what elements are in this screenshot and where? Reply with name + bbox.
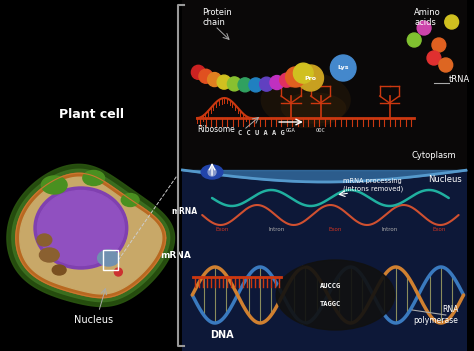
Ellipse shape bbox=[114, 268, 122, 276]
Ellipse shape bbox=[34, 187, 128, 269]
Ellipse shape bbox=[201, 165, 223, 179]
Text: Nucleus: Nucleus bbox=[428, 175, 462, 184]
Circle shape bbox=[407, 33, 421, 47]
Circle shape bbox=[217, 75, 231, 89]
Ellipse shape bbox=[37, 234, 52, 246]
Circle shape bbox=[238, 78, 252, 92]
Text: OOC: OOC bbox=[316, 128, 326, 133]
Ellipse shape bbox=[98, 250, 119, 266]
Ellipse shape bbox=[39, 248, 59, 262]
Circle shape bbox=[293, 63, 313, 83]
Circle shape bbox=[330, 55, 356, 81]
Text: TAGGC: TAGGC bbox=[320, 301, 341, 307]
Circle shape bbox=[432, 38, 446, 52]
Circle shape bbox=[280, 73, 293, 87]
Circle shape bbox=[208, 168, 216, 176]
Text: GGA: GGA bbox=[286, 128, 296, 133]
Bar bbox=[102, 250, 118, 270]
Polygon shape bbox=[20, 177, 162, 294]
Ellipse shape bbox=[83, 171, 105, 185]
Text: Pro: Pro bbox=[305, 75, 317, 80]
Circle shape bbox=[439, 58, 453, 72]
Text: Ribosome: Ribosome bbox=[197, 126, 235, 134]
Circle shape bbox=[228, 77, 241, 91]
Ellipse shape bbox=[37, 191, 124, 265]
Text: Plant cell: Plant cell bbox=[59, 108, 124, 121]
Circle shape bbox=[191, 65, 205, 79]
Text: mRNA: mRNA bbox=[171, 206, 197, 216]
Ellipse shape bbox=[41, 176, 67, 194]
Circle shape bbox=[298, 65, 323, 91]
Text: Intron: Intron bbox=[268, 227, 284, 232]
Text: Exon: Exon bbox=[328, 227, 342, 232]
Polygon shape bbox=[16, 173, 166, 298]
Text: mRNA processing
(introns removed): mRNA processing (introns removed) bbox=[343, 178, 403, 192]
Ellipse shape bbox=[276, 260, 394, 330]
Text: Cytoplasm: Cytoplasm bbox=[411, 151, 456, 159]
Text: Exon: Exon bbox=[215, 227, 228, 232]
Text: C C U A A G: C C U A A G bbox=[238, 130, 285, 136]
Text: Lys: Lys bbox=[337, 66, 349, 71]
Polygon shape bbox=[7, 164, 174, 306]
Ellipse shape bbox=[282, 93, 346, 123]
Text: Protein
chain: Protein chain bbox=[202, 8, 232, 27]
Circle shape bbox=[286, 67, 305, 87]
Bar bbox=[182, 170, 467, 351]
Circle shape bbox=[270, 75, 284, 90]
Ellipse shape bbox=[121, 193, 139, 206]
Ellipse shape bbox=[52, 265, 66, 275]
Ellipse shape bbox=[261, 73, 350, 127]
Text: Intron: Intron bbox=[382, 227, 398, 232]
Text: Nucleus: Nucleus bbox=[74, 315, 113, 325]
Text: Amino
acids: Amino acids bbox=[414, 8, 441, 27]
Bar bbox=[182, 0, 467, 170]
Text: RNA
polymerase: RNA polymerase bbox=[414, 305, 459, 325]
Circle shape bbox=[249, 78, 263, 92]
Circle shape bbox=[260, 77, 273, 91]
Circle shape bbox=[208, 73, 221, 87]
Text: DNA: DNA bbox=[210, 330, 234, 340]
Text: mRNA: mRNA bbox=[161, 251, 191, 259]
Text: AUCCG: AUCCG bbox=[320, 283, 341, 289]
Text: Exon: Exon bbox=[432, 227, 446, 232]
Text: tRNA: tRNA bbox=[449, 75, 470, 85]
Circle shape bbox=[445, 15, 459, 29]
Circle shape bbox=[199, 69, 213, 83]
Polygon shape bbox=[12, 169, 170, 302]
Circle shape bbox=[417, 21, 431, 35]
Circle shape bbox=[427, 51, 441, 65]
